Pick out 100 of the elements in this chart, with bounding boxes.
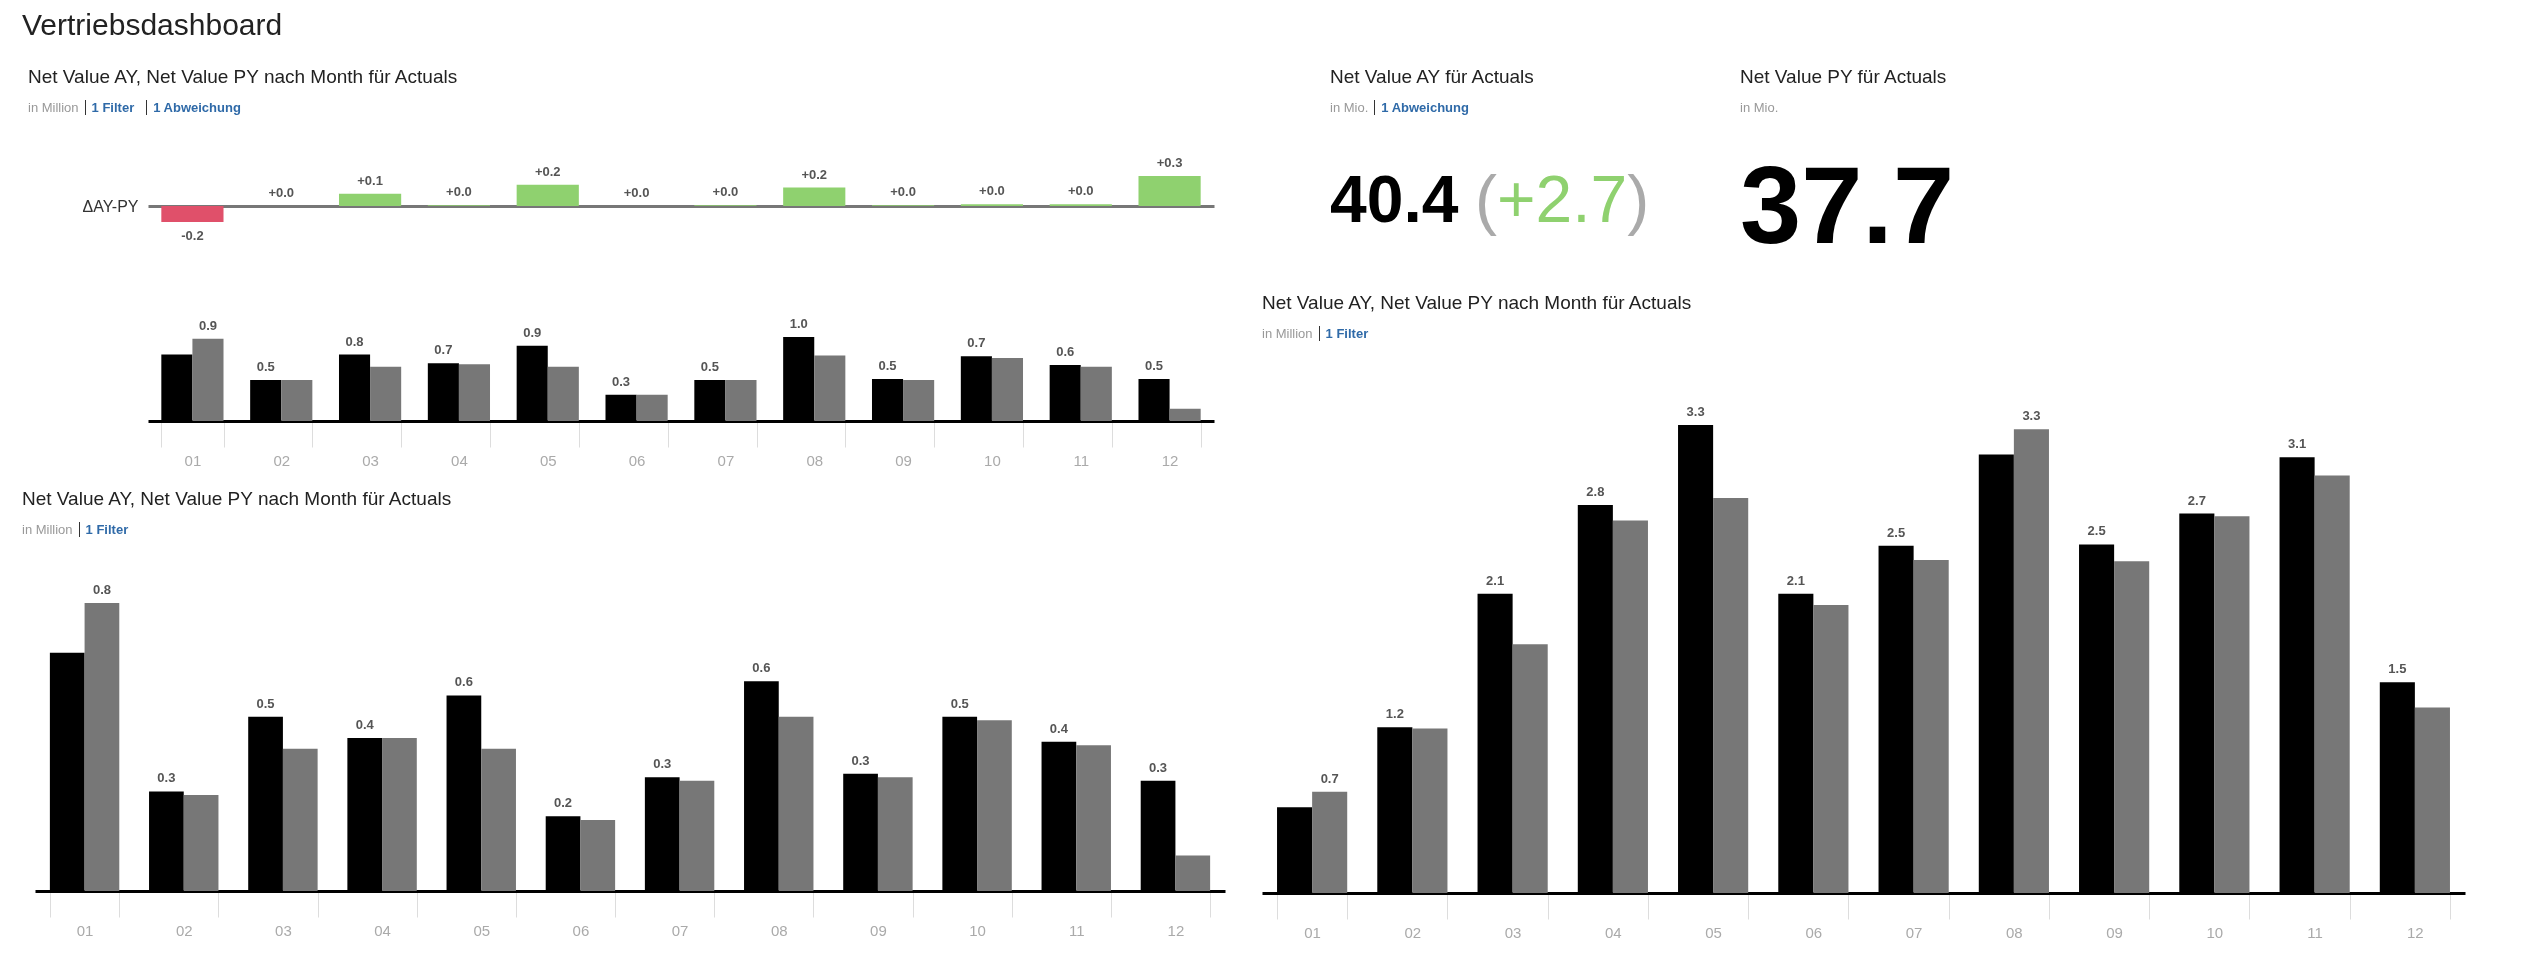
data-label: 1.2 — [1385, 706, 1404, 722]
data-label: +0.0 — [446, 184, 472, 200]
data-label: 2.5 — [2087, 523, 2106, 539]
y-axis-title: ΔAY-PY — [82, 197, 139, 215]
data-label: 0.6 — [1056, 344, 1075, 359]
data-label: 0.7 — [967, 335, 986, 351]
data-label: 0.4 — [1049, 720, 1069, 736]
data-label: 3.3 — [2022, 408, 2041, 424]
data-label: +0.0 — [890, 184, 916, 200]
chart-title: Net Value AY, Net Value PY nach Month für Actuals — [28, 66, 458, 88]
data-label: 1.0 — [789, 316, 808, 331]
x-tick-label: 12 — [1161, 451, 1179, 469]
text: 1 Filter — [1318, 326, 1375, 341]
data-label: 3.3 — [1686, 404, 1705, 419]
bar — [783, 187, 846, 207]
data-label: 0.3 — [157, 770, 176, 786]
data-label: -0.2 — [181, 228, 204, 243]
data-label: 0.3 — [1149, 759, 1168, 775]
data-label: +0.0 — [1067, 183, 1094, 199]
bar — [338, 193, 402, 207]
bar — [1076, 745, 1111, 891]
x-tick-label: 08 — [2006, 923, 2023, 941]
data-label: 2.1 — [1486, 572, 1505, 588]
x-tick-label: 01 — [184, 451, 202, 469]
bar — [370, 366, 402, 421]
data-label: 0.5 — [256, 695, 275, 711]
x-tick-label: 06 — [628, 451, 646, 469]
x-tick-label: 08 — [770, 921, 788, 939]
bar — [903, 379, 935, 421]
text: 40.4 — [1330, 162, 1459, 236]
bar — [580, 819, 616, 891]
bar — [977, 720, 1012, 891]
x-tick-label: 07 — [671, 921, 689, 939]
data-label: 1.5 — [2388, 661, 2407, 677]
x-tick-label: 02 — [175, 921, 193, 939]
x-tick-label: 07 — [717, 451, 735, 469]
text: in Mio. — [1740, 100, 1779, 115]
data-label: 0.9 — [523, 324, 542, 340]
data-label: 2.7 — [2187, 492, 2206, 508]
x-tick-label: 05 — [473, 921, 491, 939]
x-tick-label: 11 — [1068, 921, 1085, 939]
text: 1 Filter — [84, 100, 141, 115]
bar — [1713, 498, 1749, 893]
data-label: 0.6 — [454, 674, 473, 690]
data-label: 0.3 — [851, 752, 870, 768]
bar — [1080, 366, 1112, 421]
x-tick-label: 09 — [870, 921, 887, 939]
x-tick-label: 08 — [806, 451, 824, 469]
x-tick-label: 01 — [76, 921, 94, 939]
data-label: +0.0 — [979, 183, 1005, 199]
data-label: 0.7 — [1320, 770, 1339, 786]
data-label: 0.6 — [752, 660, 771, 676]
bar — [679, 780, 715, 891]
x-tick-label: 02 — [273, 451, 291, 469]
bar — [161, 206, 224, 222]
bar — [516, 184, 579, 207]
x-tick-label: 10 — [984, 451, 1001, 469]
x-tick-label: 09 — [2106, 923, 2123, 941]
data-label: 0.3 — [612, 373, 631, 389]
chart-title: Net Value AY, Net Value PY nach Month für Actuals — [22, 488, 452, 510]
bar — [778, 716, 814, 891]
x-tick-label: 06 — [1805, 923, 1823, 941]
text: Net Value AY für Actuals — [1330, 66, 1534, 88]
chart-subtitle: in Million — [22, 522, 73, 537]
x-tick-label: 03 — [275, 921, 292, 939]
data-label: +0.2 — [801, 166, 828, 182]
bar — [281, 379, 313, 421]
x-tick-label: 03 — [1504, 923, 1522, 941]
bar — [725, 379, 757, 421]
data-label: 0.9 — [198, 317, 217, 333]
x-tick-label: 06 — [572, 921, 590, 939]
bar — [1813, 604, 1849, 893]
data-label: 2.8 — [1586, 484, 1605, 500]
x-tick-label: 07 — [1905, 923, 1923, 941]
bar — [1512, 644, 1548, 893]
x-tick-label: 09 — [895, 451, 912, 469]
data-label: 0.3 — [653, 756, 672, 772]
data-label: 0.2 — [554, 795, 573, 811]
data-label: 0.8 — [92, 582, 111, 597]
chart-subtitle: in Million — [28, 100, 79, 115]
data-label: +0.0 — [623, 185, 650, 201]
bar — [1169, 408, 1201, 421]
bar — [458, 364, 491, 421]
text: 37.7 — [1740, 143, 1955, 266]
x-tick-label: 05 — [539, 451, 557, 469]
bar — [2114, 561, 2150, 893]
bar — [192, 338, 224, 421]
data-label: 0.5 — [256, 358, 275, 374]
data-label: 0.8 — [345, 333, 364, 349]
x-tick-label: 05 — [1705, 923, 1722, 941]
text: 1 Filter — [78, 522, 135, 537]
x-tick-label: 03 — [362, 451, 379, 469]
bar — [382, 738, 417, 891]
data-label: +0.0 — [712, 184, 739, 200]
bar — [84, 603, 120, 891]
bar — [1612, 520, 1648, 893]
bar — [636, 394, 668, 421]
chart-subtitle: in Million — [1262, 326, 1313, 341]
bar — [481, 748, 516, 891]
bar — [183, 795, 219, 891]
